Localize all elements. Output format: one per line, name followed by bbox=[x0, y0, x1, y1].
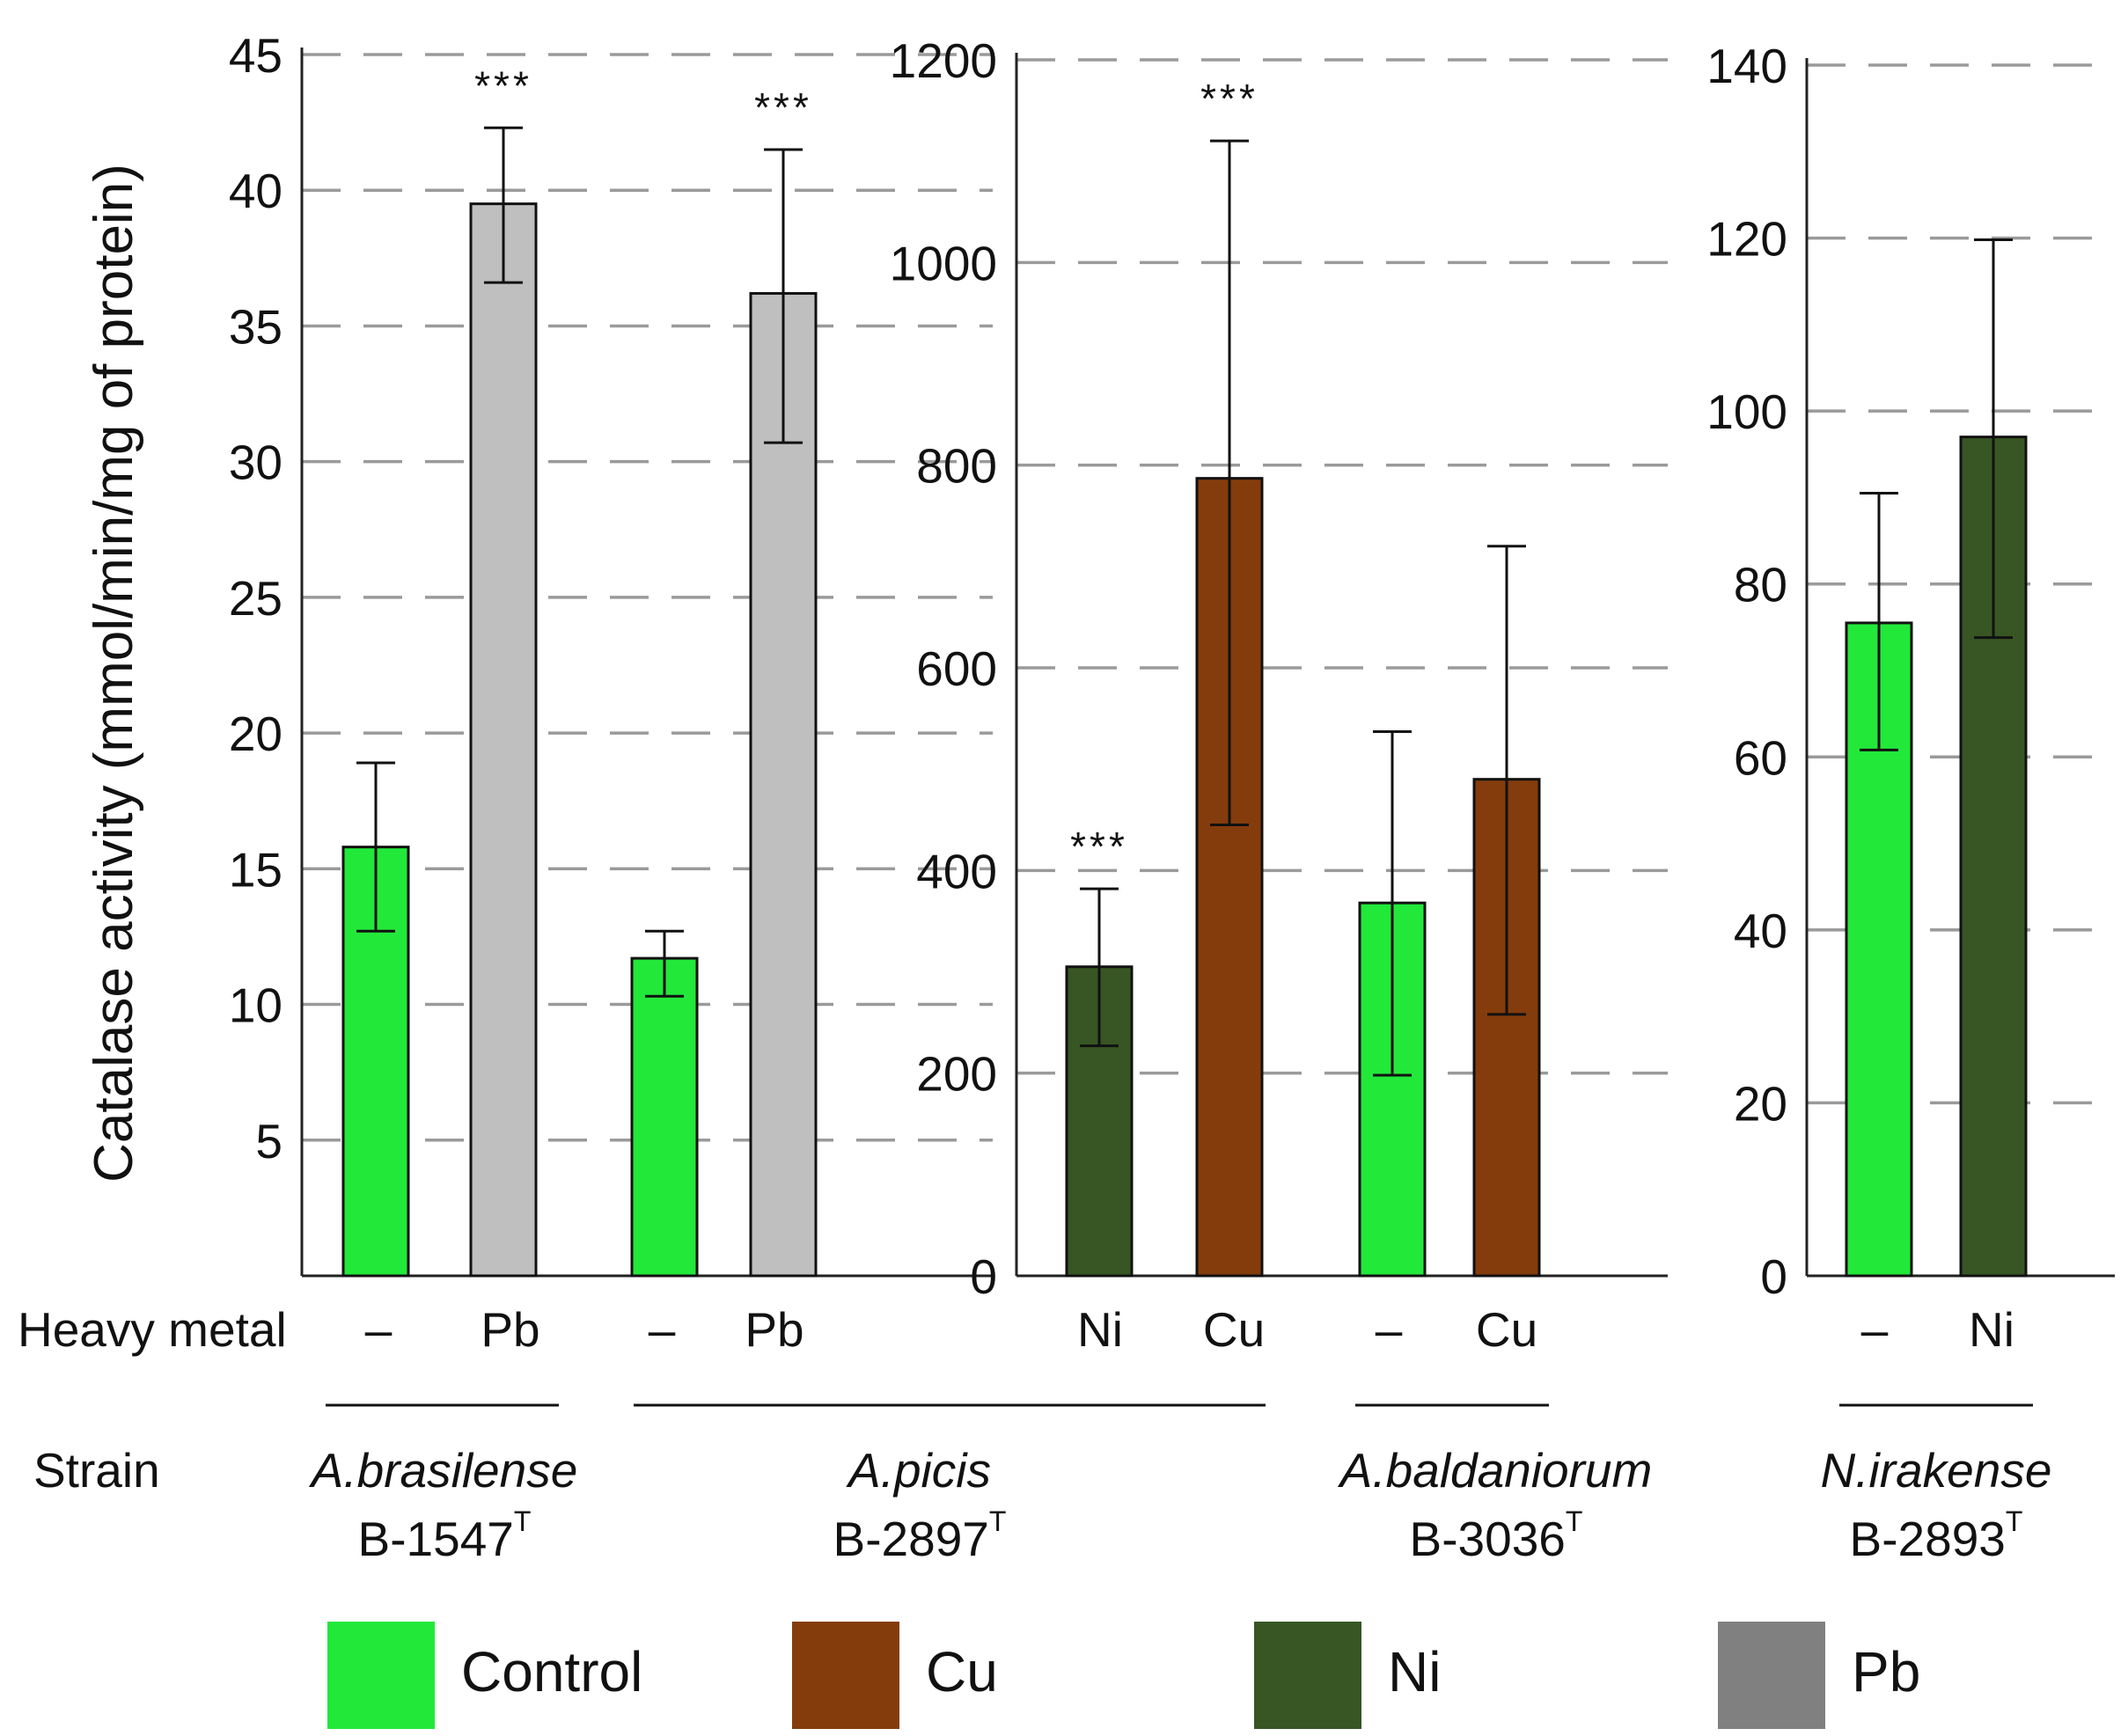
y-tick-label: 15 bbox=[229, 842, 283, 897]
y-tick-label: 20 bbox=[229, 707, 283, 761]
legend-swatch bbox=[327, 1622, 435, 1729]
y-tick-label: 80 bbox=[1734, 558, 1787, 612]
strain-code: B-2897T bbox=[833, 1505, 1007, 1566]
bars bbox=[341, 126, 2028, 1278]
strain-code-main: B-1547 bbox=[358, 1512, 514, 1566]
strain-name: A.baldaniorum bbox=[1338, 1443, 1653, 1498]
metal-label: Ni bbox=[1077, 1302, 1123, 1357]
significance-label: *** bbox=[1200, 76, 1258, 121]
bar bbox=[749, 291, 818, 1278]
legend-label: Pb bbox=[1852, 1640, 1920, 1703]
strain-name: A.brasilense bbox=[309, 1443, 578, 1498]
y-tick-label: 40 bbox=[1734, 904, 1787, 958]
y-tick-label: 0 bbox=[1760, 1249, 1787, 1304]
y-tick-label: 400 bbox=[916, 844, 997, 898]
strain-code-superscript: T bbox=[514, 1505, 532, 1537]
significance-label: *** bbox=[754, 84, 812, 130]
y-tick-label: 5 bbox=[255, 1114, 283, 1168]
strain-code: B-1547T bbox=[358, 1505, 532, 1566]
strain-name: N.irakense bbox=[1821, 1443, 2052, 1498]
heavy-metal-row-label: Heavy metal bbox=[18, 1302, 287, 1357]
strain-code: B-2893T bbox=[1850, 1505, 2023, 1566]
y-tick-label: 20 bbox=[1734, 1076, 1787, 1131]
y-tick-label: 45 bbox=[229, 28, 283, 83]
significance-label: *** bbox=[1070, 824, 1128, 869]
y-tick-label: 25 bbox=[229, 571, 283, 626]
y-tick-label: 1200 bbox=[890, 33, 997, 88]
strain-code: B-3036T bbox=[1410, 1505, 1583, 1566]
legend-label: Control bbox=[461, 1640, 642, 1703]
metal-label: – bbox=[649, 1302, 676, 1357]
strain-code-superscript: T bbox=[1566, 1505, 1583, 1537]
metal-label: Cu bbox=[1476, 1302, 1537, 1357]
strain-code-main: B-2893 bbox=[1850, 1512, 2006, 1566]
metal-label: – bbox=[365, 1302, 393, 1357]
legend-swatch bbox=[1718, 1622, 1825, 1729]
strain-code-main: B-2897 bbox=[833, 1512, 989, 1566]
y-tick-label: 10 bbox=[229, 978, 283, 1033]
y-tick-label: 60 bbox=[1734, 730, 1787, 785]
y-tick-label: 100 bbox=[1706, 385, 1787, 439]
legend-swatch bbox=[1254, 1622, 1361, 1729]
metal-label: Ni bbox=[1969, 1302, 2014, 1357]
metal-label: – bbox=[1861, 1302, 1889, 1357]
significance-label: *** bbox=[474, 62, 532, 108]
y-tick-label: 35 bbox=[229, 299, 283, 354]
y-tick-label: 0 bbox=[970, 1249, 997, 1304]
metal-label: – bbox=[1376, 1302, 1403, 1357]
y-axis-title: Catalase activity (mmol/min/mg of protei… bbox=[84, 164, 144, 1183]
y-tick-label: 40 bbox=[229, 164, 283, 218]
bar bbox=[1065, 965, 1134, 1278]
legend-label: Cu bbox=[926, 1640, 998, 1703]
strain-code-superscript: T bbox=[989, 1505, 1007, 1537]
legend-label: Ni bbox=[1388, 1640, 1441, 1703]
y-tick-label: 600 bbox=[916, 641, 997, 696]
metal-label: Cu bbox=[1203, 1302, 1265, 1357]
metal-label: Pb bbox=[745, 1302, 804, 1357]
y-tick-label: 200 bbox=[916, 1047, 997, 1102]
y-tick-label: 1000 bbox=[890, 236, 997, 290]
y-tick-label: 140 bbox=[1706, 39, 1787, 93]
strain-name: A.picis bbox=[846, 1443, 991, 1498]
legend-swatch bbox=[792, 1622, 899, 1729]
y-tick-label: 120 bbox=[1706, 212, 1787, 267]
metal-label: Pb bbox=[481, 1302, 539, 1357]
y-tick-label: 30 bbox=[229, 436, 283, 490]
axes bbox=[300, 48, 2115, 1407]
strain-code-superscript: T bbox=[2006, 1505, 2023, 1537]
bar bbox=[469, 202, 538, 1278]
y-tick-label: 800 bbox=[916, 439, 997, 494]
strain-row-label: Strain bbox=[33, 1443, 160, 1498]
bar bbox=[630, 956, 699, 1278]
strain-code-main: B-3036 bbox=[1410, 1512, 1566, 1566]
